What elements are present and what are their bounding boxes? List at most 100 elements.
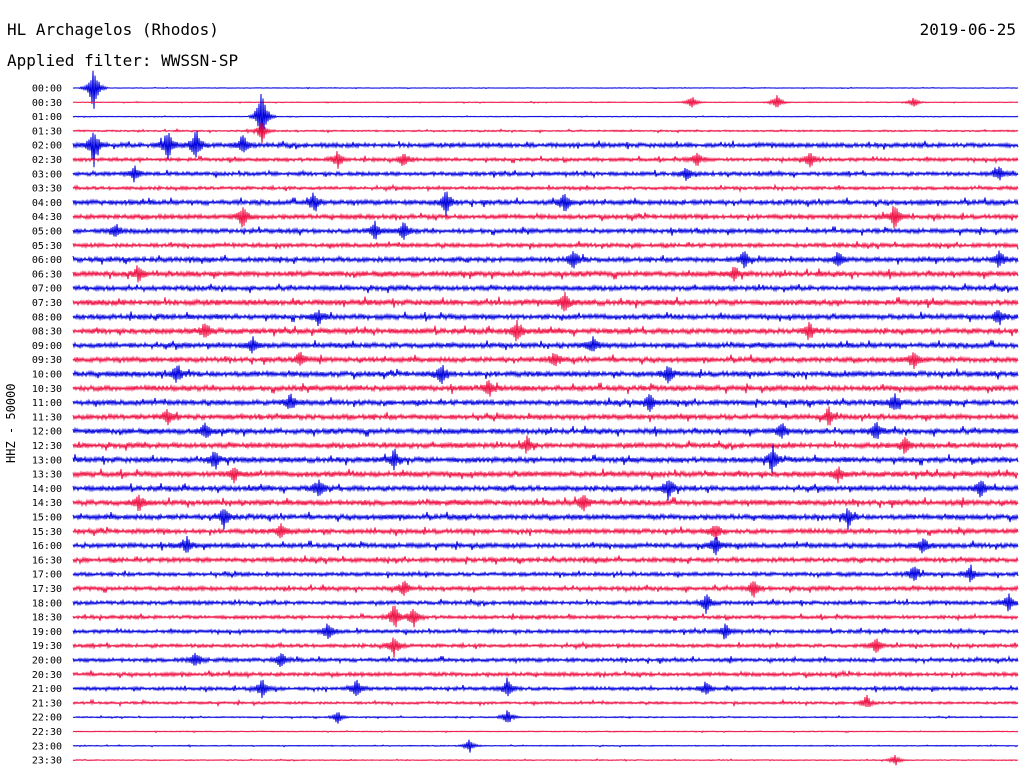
trace-time-label: 09:00	[32, 341, 62, 352]
date-label: 2019-06-25	[919, 20, 1016, 39]
trace-time-label: 23:30	[32, 756, 62, 767]
trace-time-label: 17:30	[32, 584, 62, 595]
trace-time-label: 12:00	[32, 427, 62, 438]
trace-time-label: 14:30	[32, 498, 62, 509]
seismic-trace	[72, 191, 1019, 216]
seismic-trace	[72, 623, 1019, 640]
seismic-trace	[72, 694, 1019, 708]
seismic-trace	[72, 739, 1019, 753]
seismic-trace	[72, 131, 1019, 168]
seismic-trace	[72, 123, 1019, 144]
trace-time-label: 20:30	[32, 670, 62, 681]
trace-time-label: 18:30	[32, 613, 62, 624]
seismic-trace	[72, 351, 1019, 370]
seismic-trace	[72, 95, 1019, 108]
seismic-trace	[72, 240, 1019, 251]
seismic-trace	[72, 710, 1019, 724]
seismic-trace	[72, 479, 1019, 501]
trace-time-label: 19:30	[32, 641, 62, 652]
seismic-trace	[72, 151, 1019, 169]
seismic-trace	[72, 319, 1019, 342]
seismic-trace	[72, 523, 1019, 540]
trace-time-label: 01:00	[32, 112, 62, 123]
trace-time-label: 08:30	[32, 327, 62, 338]
filter-label: Applied filter: WWSSN-SP	[7, 51, 239, 70]
trace-time-label: 04:00	[32, 198, 62, 209]
seismic-trace	[72, 466, 1019, 484]
seismic-trace	[72, 652, 1019, 668]
trace-time-label: 05:00	[32, 227, 62, 238]
trace-time-label: 11:30	[32, 412, 62, 423]
trace-time-label: 05:30	[32, 241, 62, 252]
seismic-trace	[72, 677, 1019, 699]
seismic-trace	[72, 250, 1019, 269]
seismic-trace	[72, 206, 1019, 229]
trace-time-label: 09:30	[32, 355, 62, 366]
trace-time-label: 17:00	[32, 570, 62, 581]
trace-time-label: 21:00	[32, 684, 62, 695]
trace-time-label: 03:00	[32, 169, 62, 180]
trace-time-label: 13:30	[32, 470, 62, 481]
trace-time-label: 06:00	[32, 255, 62, 266]
seismic-trace	[72, 555, 1019, 566]
seismic-trace	[72, 669, 1019, 679]
trace-time-label: 00:30	[32, 98, 62, 109]
trace-time-label: 03:30	[32, 184, 62, 195]
trace-time-label: 11:00	[32, 398, 62, 409]
seismic-trace	[72, 564, 1019, 583]
trace-time-label: 07:30	[32, 298, 62, 309]
trace-time-label: 07:00	[32, 284, 62, 295]
seismic-trace	[72, 70, 1019, 109]
trace-time-label: 10:30	[32, 384, 62, 395]
seismic-trace	[72, 165, 1019, 183]
trace-time-label: 23:00	[32, 741, 62, 752]
seismic-trace	[72, 755, 1019, 766]
seismic-trace	[72, 183, 1019, 193]
station-title: HL Archagelos (Rhodos)	[7, 20, 219, 39]
seismic-trace	[72, 265, 1019, 283]
seismic-trace	[72, 291, 1019, 312]
seismic-trace	[72, 220, 1019, 240]
seismic-trace	[72, 593, 1019, 614]
trace-time-label: 12:30	[32, 441, 62, 452]
seismic-trace	[72, 435, 1019, 454]
seismic-trace	[72, 637, 1019, 658]
trace-time-label: 19:00	[32, 627, 62, 638]
seismic-trace	[72, 421, 1019, 440]
trace-time-label: 15:30	[32, 527, 62, 538]
seismic-trace	[72, 309, 1019, 327]
seismic-trace	[72, 445, 1019, 473]
seismic-trace	[72, 580, 1019, 598]
seismic-trace	[72, 535, 1019, 556]
trace-time-label: 16:30	[32, 555, 62, 566]
trace-time-label: 00:00	[32, 84, 62, 95]
trace-time-label: 06:30	[32, 269, 62, 280]
trace-time-label: 15:00	[32, 513, 62, 524]
trace-time-label: 22:00	[32, 713, 62, 724]
trace-time-label: 04:30	[32, 212, 62, 223]
seismic-trace	[72, 336, 1019, 354]
seismic-trace	[72, 494, 1019, 512]
seismic-trace	[72, 729, 1019, 734]
seismic-trace	[72, 283, 1019, 294]
seismic-trace	[72, 605, 1019, 628]
seismic-trace	[72, 393, 1019, 412]
trace-time-label: 01:30	[32, 126, 62, 137]
seismic-trace	[72, 93, 1019, 144]
seismic-trace	[72, 364, 1019, 385]
trace-time-label: 02:00	[32, 141, 62, 152]
seismic-trace	[72, 380, 1019, 397]
seismic-trace	[72, 406, 1019, 426]
trace-time-label: 13:00	[32, 455, 62, 466]
trace-time-label: 22:30	[32, 727, 62, 738]
trace-time-label: 18:00	[32, 598, 62, 609]
trace-time-label: 16:00	[32, 541, 62, 552]
trace-time-label: 08:00	[32, 312, 62, 323]
trace-time-label: 14:00	[32, 484, 62, 495]
trace-time-label: 10:00	[32, 370, 62, 381]
trace-time-label: 20:00	[32, 656, 62, 667]
trace-time-label: 21:30	[32, 698, 62, 709]
trace-time-label: 02:30	[32, 155, 62, 166]
seismic-trace	[72, 508, 1019, 530]
